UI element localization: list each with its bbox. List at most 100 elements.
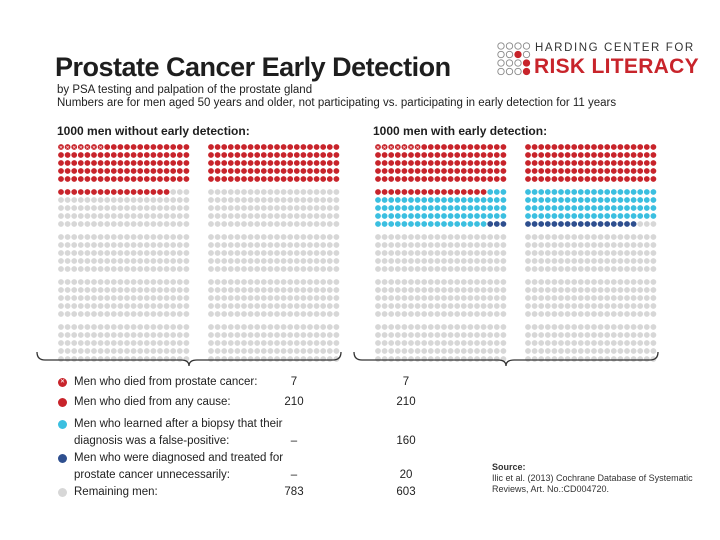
icon-dot-remaining	[157, 295, 163, 301]
icon-dot-false-positive	[564, 213, 571, 219]
icon-dot-remaining	[333, 250, 340, 256]
icon-dot-remaining	[610, 279, 617, 285]
prostate-death-marker: ✕	[415, 145, 419, 151]
icon-dot-remaining	[564, 356, 571, 362]
value-without: 783	[284, 486, 304, 498]
icon-dot-any-death	[558, 176, 564, 182]
icon-dot-remaining	[421, 258, 428, 264]
icon-dot-remaining	[326, 189, 333, 195]
icon-dot-remaining	[394, 332, 401, 338]
icon-dot-remaining	[434, 250, 441, 256]
icon-dot-remaining	[487, 340, 494, 346]
icon-dot-remaining	[427, 340, 434, 346]
icon-dot-remaining	[467, 266, 474, 272]
icon-dot-remaining	[280, 266, 287, 272]
icon-dot-remaining	[610, 311, 617, 317]
icon-dot-remaining	[333, 205, 340, 211]
icon-dot-any-death	[500, 152, 507, 158]
icon-dot-remaining	[408, 295, 414, 301]
icon-dot-remaining	[241, 332, 247, 338]
icon-dot-remaining	[227, 279, 234, 285]
icon-dot-remaining	[401, 311, 408, 317]
icon-dot-remaining	[176, 221, 183, 227]
icon-dot-remaining	[117, 348, 124, 354]
icon-dot-remaining	[143, 356, 150, 362]
icon-dot-remaining	[104, 242, 111, 248]
icon-dot-any-death	[525, 152, 531, 158]
icon-dot-any-death	[77, 176, 84, 182]
icon-dot-remaining	[84, 250, 91, 256]
icon-dot-remaining	[274, 295, 280, 301]
icon-dot-false-positive	[487, 197, 494, 203]
icon-dot-remaining	[604, 356, 611, 362]
icon-dot-remaining	[610, 332, 617, 338]
icon-dot-remaining	[408, 250, 414, 256]
icon-dot-any-death	[307, 152, 313, 158]
icon-dot-remaining	[610, 250, 617, 256]
icon-dot-remaining	[130, 221, 137, 227]
icon-dot-remaining	[104, 332, 111, 338]
icon-dot-remaining	[480, 303, 487, 309]
icon-dot-remaining	[260, 189, 267, 195]
icon-dot-any-death	[326, 144, 333, 150]
icon-dot-remaining	[241, 324, 247, 330]
icon-dot-any-death	[260, 168, 267, 174]
icon-dot-remaining	[170, 234, 177, 240]
icon-dot-remaining	[544, 287, 551, 293]
icon-dot-false-positive	[454, 213, 461, 219]
icon-dot-remaining	[558, 279, 564, 285]
icon-dot-remaining	[254, 279, 261, 285]
icon-dot-remaining	[104, 213, 111, 219]
icon-dot-remaining	[260, 332, 267, 338]
icon-dot-remaining	[551, 295, 558, 301]
icon-dot-remaining	[137, 303, 144, 309]
icon-dot-remaining	[280, 295, 287, 301]
icon-dot-remaining	[176, 242, 183, 248]
icon-dot-remaining	[176, 348, 183, 354]
icon-dot-remaining	[500, 348, 507, 354]
icon-dot-remaining	[381, 242, 388, 248]
icon-dot-remaining	[157, 324, 163, 330]
icon-dot-remaining	[493, 266, 500, 272]
icon-dot-remaining	[97, 287, 104, 293]
icon-dot-remaining	[487, 242, 494, 248]
icon-dot-remaining	[487, 287, 494, 293]
icon-dot-any-death	[130, 144, 137, 150]
icon-dot-false-positive	[394, 221, 401, 227]
icon-dot-remaining	[130, 287, 137, 293]
icon-dot-remaining	[97, 324, 104, 330]
icon-dot-remaining	[564, 250, 571, 256]
icon-dot-remaining	[267, 213, 274, 219]
icon-dot-remaining	[234, 266, 241, 272]
icon-dot-remaining	[64, 348, 71, 354]
icon-dot-any-death	[381, 152, 388, 158]
icon-dot-any-death	[124, 152, 130, 158]
icon-dot-remaining	[375, 266, 381, 272]
icon-dot-remaining	[591, 242, 597, 248]
logo-dot	[497, 59, 505, 67]
icon-dot-any-death	[408, 176, 414, 182]
icon-dot-remaining	[467, 324, 474, 330]
icon-dot-remaining	[320, 234, 327, 240]
icon-dot-any-death	[421, 189, 428, 195]
icon-dot-remaining	[467, 348, 474, 354]
icon-dot-remaining	[643, 348, 650, 354]
icon-dot-false-positive	[604, 197, 611, 203]
icon-dot-remaining	[467, 258, 474, 264]
icon-dot-remaining	[247, 295, 254, 301]
icon-dot-any-death	[137, 144, 144, 150]
icon-dot-any-death	[163, 168, 170, 174]
icon-dot-remaining	[544, 295, 551, 301]
icon-dot-remaining	[630, 295, 637, 301]
icon-dot-any-death	[558, 160, 564, 166]
icon-dot-any-death	[234, 176, 241, 182]
icon-dot-overtreated	[544, 221, 551, 227]
icon-dot-any-death	[551, 176, 558, 182]
icon-dot-false-positive	[394, 197, 401, 203]
icon-dot-remaining	[267, 266, 274, 272]
icon-dot-remaining	[551, 324, 558, 330]
icon-dot-remaining	[427, 324, 434, 330]
icon-dot-false-positive	[401, 221, 408, 227]
icon-dot-remaining	[64, 356, 71, 362]
icon-dot-remaining	[227, 311, 234, 317]
